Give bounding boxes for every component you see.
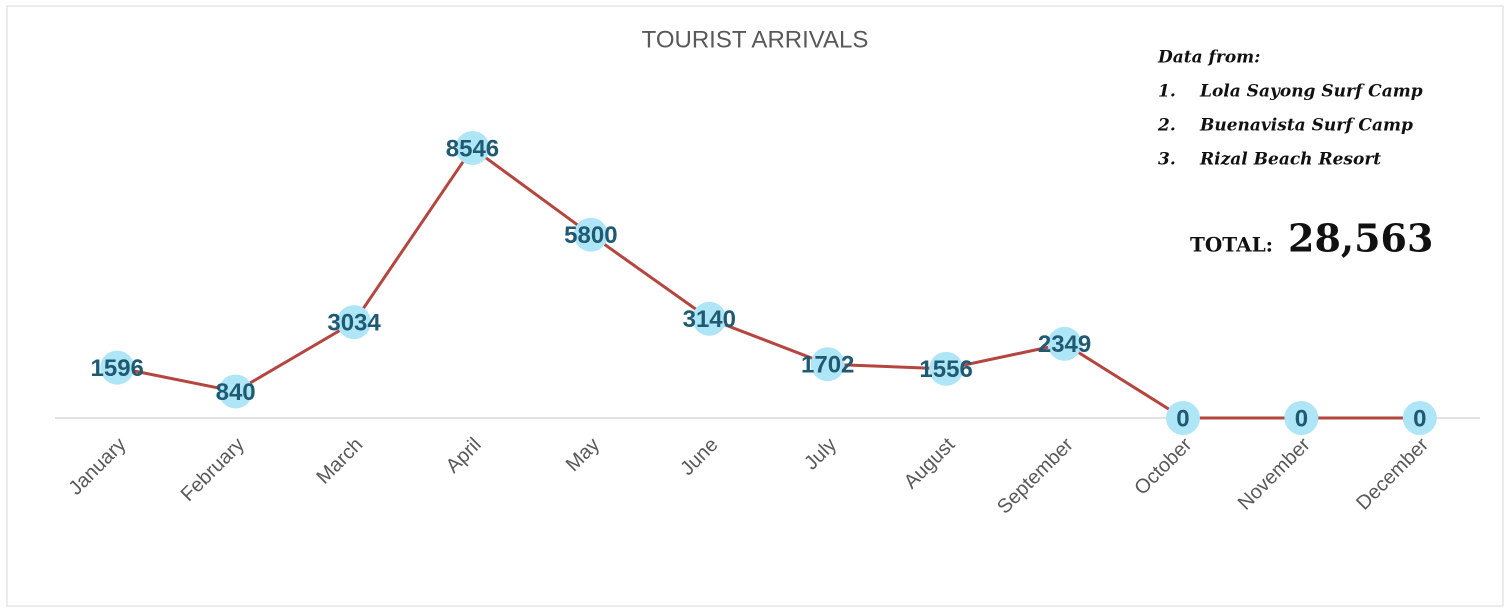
source-number: 1. <box>1158 82 1176 102</box>
value-label: 8546 <box>446 135 499 162</box>
value-label: 1556 <box>919 356 972 383</box>
source-name: Rizal Beach Resort <box>1199 150 1381 170</box>
value-label: 0 <box>1295 405 1308 432</box>
value-label: 840 <box>216 379 256 406</box>
source-number: 2. <box>1157 116 1176 136</box>
chart: TOURIST ARRIVALS Data from: TOTAL: 28,56… <box>0 0 1510 611</box>
value-label: 3034 <box>327 309 381 336</box>
source-name: Lola Sayong Surf Camp <box>1199 82 1423 102</box>
value-label: 0 <box>1176 405 1189 432</box>
value-label: 5800 <box>564 222 617 249</box>
total-value: 28,563 <box>1288 216 1433 261</box>
value-label: 0 <box>1413 405 1426 432</box>
value-label: 3140 <box>683 306 736 333</box>
value-label: 1702 <box>801 352 854 379</box>
chart-title: TOURIST ARRIVALS <box>642 26 869 53</box>
value-label: 2349 <box>1038 331 1091 358</box>
source-name: Buenavista Surf Camp <box>1199 116 1413 136</box>
total-label: TOTAL: <box>1190 233 1273 257</box>
source-number: 3. <box>1158 150 1176 170</box>
source-heading: Data from: <box>1157 48 1260 68</box>
value-label: 1596 <box>91 355 144 382</box>
